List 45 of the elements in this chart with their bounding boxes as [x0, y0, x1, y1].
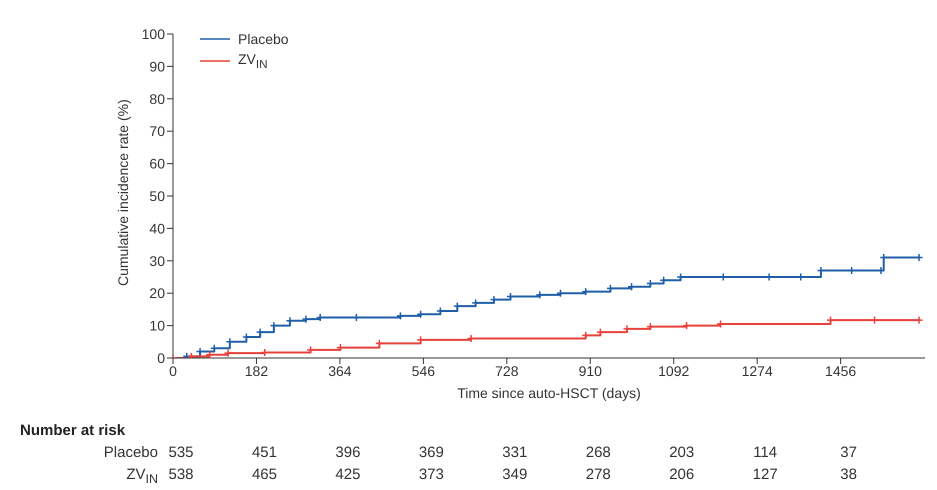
y-tick-label: 40	[149, 220, 166, 236]
x-tick-label: 0	[169, 362, 178, 379]
x-tick-label: 182	[244, 362, 268, 379]
text: 373	[418, 466, 445, 483]
y-tick-label: 20	[149, 285, 166, 302]
x-tick-label: 728	[495, 362, 519, 379]
x-tick-label: 1092	[658, 362, 690, 379]
y-axis-title: Cumulative incidence rate (%)	[114, 99, 131, 286]
text: 38	[839, 466, 858, 483]
y-tick-label: 60	[149, 156, 166, 172]
text: Placebo	[104, 444, 158, 461]
y-tick-label: 10	[149, 318, 166, 334]
y-tick-label: 0	[157, 350, 166, 366]
legend-label: Placebo	[238, 31, 289, 47]
y-tick-label: 30	[149, 252, 166, 269]
text: 465	[250, 466, 278, 483]
y-tick-label: 90	[149, 58, 166, 74]
text: 451	[250, 444, 278, 461]
text: 114	[752, 444, 778, 461]
text: ZV$_{IN}$	[126, 466, 158, 486]
x-tick-label: 910	[578, 362, 602, 379]
text: 535	[168, 444, 194, 461]
text: 369	[418, 444, 445, 461]
text: 203	[668, 444, 696, 461]
y-tick-label: 50	[149, 188, 166, 204]
text: 127	[752, 466, 779, 483]
text: 349	[501, 466, 528, 483]
text: 206	[668, 466, 696, 483]
text: 278	[584, 466, 612, 483]
x-tick-label: 1274	[742, 362, 773, 379]
y-tick-label: 70	[149, 123, 166, 140]
y-tick-label: 80	[149, 90, 166, 107]
x-tick-label: 1456	[825, 362, 856, 379]
text: 425	[334, 466, 362, 483]
x-axis-title: Time since auto-HSCT (days)	[457, 385, 641, 401]
text: 268	[584, 444, 612, 461]
legend-label: ZV$_{IN}$	[238, 51, 268, 71]
text: 37	[839, 444, 858, 461]
x-tick-label: 546	[412, 362, 436, 379]
x-tick-label: 364	[328, 362, 352, 379]
text: 396	[334, 444, 362, 461]
text: 538	[168, 466, 194, 483]
text: 331	[501, 444, 528, 461]
y-tick-label: 100	[142, 26, 166, 42]
text: Number at risk	[20, 422, 126, 439]
